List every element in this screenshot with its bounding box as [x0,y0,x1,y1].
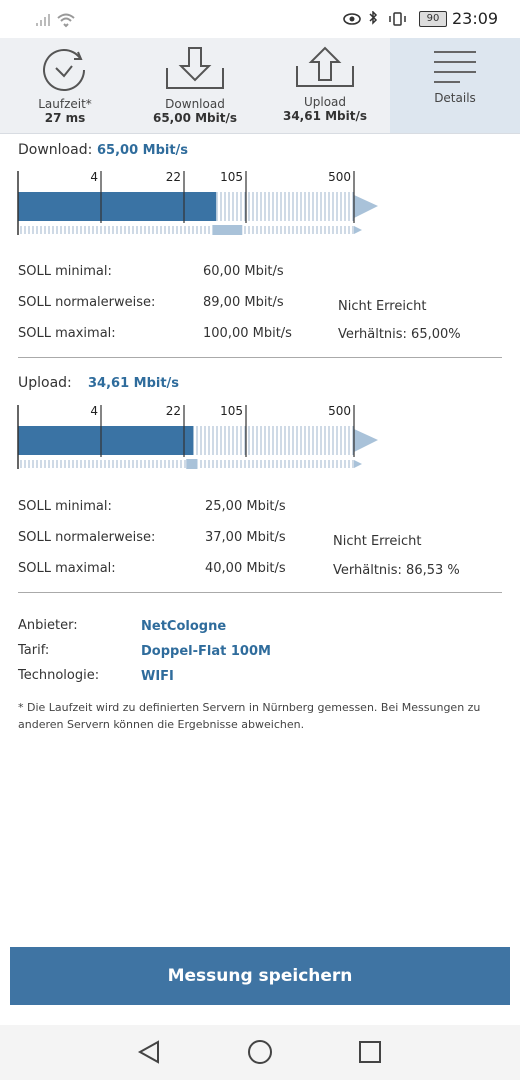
gauge-target-range [186,459,198,469]
gauge-tick-label: 500 [328,170,351,184]
soll-label: SOLL minimal: [18,499,112,514]
clock: 23:09 [452,9,499,28]
soll-label: SOLL minimal: [18,264,112,279]
footnote: * Die Laufzeit wird zu definierten Serve… [18,701,481,731]
gauge-tick-label: 4 [90,170,98,184]
result-status: Nicht Erreicht [333,534,422,549]
gauge-lower-arrow [354,460,362,468]
gauge-tick-label: 105 [220,170,243,184]
gauge-tick-label: 4 [90,404,98,418]
tab-value: 34,61 Mbit/s [282,109,368,123]
tab-upload[interactable]: Upload 34,61 Mbit/s [260,38,390,133]
system-icons [343,11,406,26]
info-value: NetCologne [141,619,227,634]
section-title: Upload: [18,375,72,391]
nav-bar [0,1025,520,1080]
info-value: WIFI [141,669,174,684]
tab-label: Laufzeit* [38,97,92,111]
save-button[interactable]: Messung speichern [10,947,510,1005]
gauge-tick-label: 22 [166,404,181,418]
nav-icons [137,1040,381,1064]
tab-download[interactable]: Download 65,00 Mbit/s [130,38,260,133]
soll-label: SOLL maximal: [18,326,116,341]
tab-label: Download [165,97,225,111]
info-label: Technologie: [18,668,100,683]
gauge: 4 22 105 500 [17,170,378,235]
download-icon [166,47,224,89]
soll-value: 89,00 Mbit/s [203,295,284,310]
tab-label: Details [434,91,476,105]
tab-bar: Laufzeit* 27 ms Download 65,00 Mbit/s Up… [0,38,520,134]
tab-details[interactable]: Details [390,38,520,133]
gauge: 4 22 105 500 [17,404,378,469]
gauge-arrow [354,195,378,218]
info-label: Tarif: [18,643,50,658]
result-ratio: Verhältnis: 86,53 % [333,563,460,578]
gauge-bar [18,192,217,221]
soll-label: SOLL maximal: [18,561,116,576]
signal-icons [36,13,75,28]
gauge-lower-arrow [354,226,362,234]
status-bar: 90 23:09 [0,0,520,38]
section-speed: 34,61 Mbit/s [88,376,180,391]
divider [18,592,502,593]
section-speed: 65,00 Mbit/s [97,143,189,158]
section-title: Download: [18,142,93,158]
details-icon [434,51,476,83]
result-ratio: Verhältnis: 65,00% [338,327,461,342]
gauge-bar [18,426,194,455]
soll-value: 100,00 Mbit/s [203,326,292,341]
soll-label: SOLL normalerweise: [18,530,156,545]
result-status: Nicht Erreicht [338,299,427,314]
soll-value: 40,00 Mbit/s [205,561,286,576]
gauge-tick-label: 22 [166,170,181,184]
soll-value: 60,00 Mbit/s [203,264,284,279]
gauge-target-range [212,225,243,235]
tab-value: 65,00 Mbit/s [152,111,238,125]
gauge-lower-track [18,460,354,468]
info-value: Doppel-Flat 100M [141,644,271,659]
battery: 90 [419,11,447,27]
tab-value: 27 ms [44,111,86,125]
tab-label: Upload [303,95,347,109]
tab-latency[interactable]: Laufzeit* 27 ms [0,38,130,133]
latency-icon [43,49,85,91]
gauge-tick-label: 105 [220,404,243,418]
soll-value: 25,00 Mbit/s [205,499,286,514]
gauge-lower-track [18,226,354,234]
gauge-tick-label: 500 [328,404,351,418]
gauge-arrow [354,429,378,452]
divider [18,357,502,358]
soll-value: 37,00 Mbit/s [205,530,286,545]
info-label: Anbieter: [18,618,78,633]
upload-icon [296,46,354,87]
soll-label: SOLL normalerweise: [18,295,156,310]
